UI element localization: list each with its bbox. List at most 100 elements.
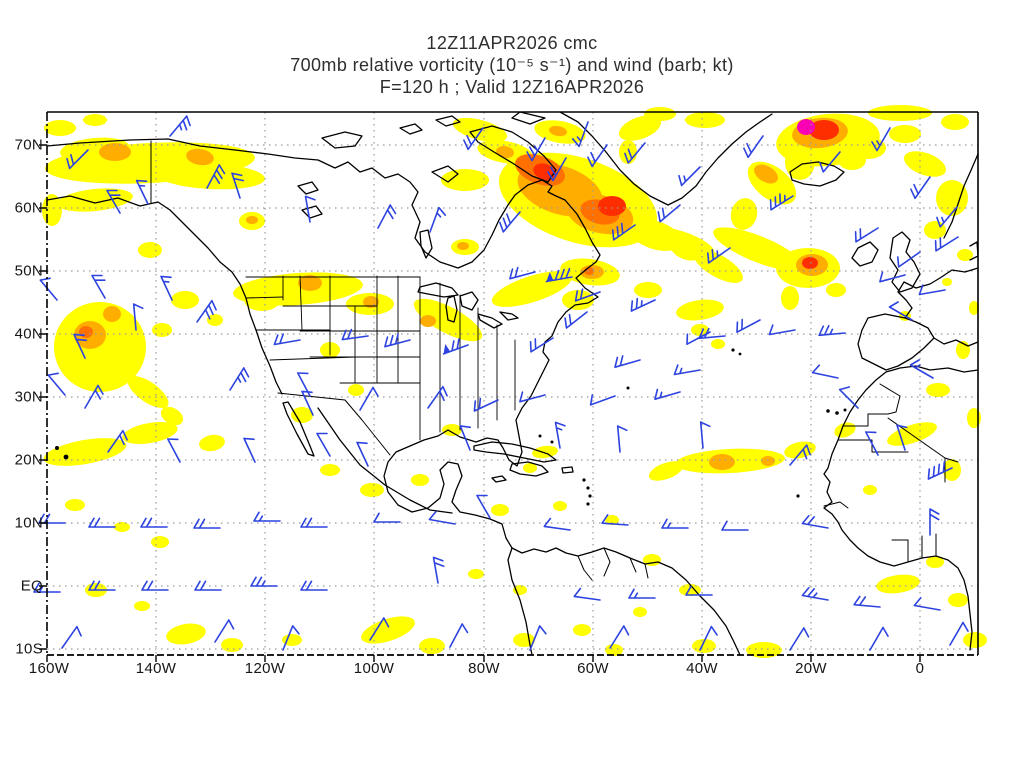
wind-barb bbox=[214, 619, 235, 643]
vorticity-blob bbox=[468, 569, 484, 579]
wind-barb bbox=[250, 576, 278, 587]
wind-barb bbox=[499, 211, 521, 233]
vorticity-blob bbox=[442, 424, 462, 436]
wind-barb bbox=[509, 266, 536, 280]
vorticity-blob bbox=[692, 639, 716, 653]
vorticity-blob bbox=[363, 296, 379, 308]
vorticity-blob bbox=[114, 522, 130, 532]
wind-barb bbox=[612, 222, 636, 241]
wind-barb bbox=[818, 324, 846, 337]
wind-barb bbox=[300, 580, 328, 591]
coast-british-isles bbox=[851, 231, 921, 293]
wind-barb bbox=[429, 206, 447, 233]
wind-barb bbox=[673, 364, 701, 376]
wind-barb bbox=[869, 626, 889, 651]
borders-africa bbox=[823, 383, 959, 563]
vorticity-blob bbox=[809, 120, 839, 140]
wind-barb bbox=[624, 142, 646, 164]
wind-barb bbox=[449, 623, 469, 648]
coast-europe bbox=[857, 267, 979, 371]
wind-barb bbox=[91, 274, 106, 299]
wind-barb bbox=[699, 421, 711, 449]
vorticity-blob bbox=[320, 464, 340, 476]
vorticity-blob bbox=[361, 616, 415, 644]
wind-barb bbox=[789, 444, 811, 466]
vorticity-blob bbox=[122, 422, 178, 444]
wind-barb bbox=[601, 514, 629, 526]
wind-barb bbox=[160, 275, 173, 301]
vorticity-blob bbox=[876, 574, 920, 594]
wind-barb bbox=[141, 580, 169, 591]
wind-barb bbox=[428, 511, 456, 525]
wind-barb bbox=[547, 157, 567, 182]
wind-barb bbox=[661, 518, 689, 529]
wind-barb bbox=[929, 508, 940, 536]
vorticity-blob bbox=[887, 422, 937, 446]
lon-tick-120w: 120W bbox=[244, 660, 286, 677]
vorticity-blob bbox=[967, 408, 981, 428]
wind-barbs-layer bbox=[33, 115, 969, 651]
vorticity-blob bbox=[889, 125, 921, 143]
vorticity-blob bbox=[802, 257, 818, 269]
arctic-islands bbox=[321, 111, 557, 183]
wind-barb bbox=[811, 364, 839, 379]
wind-barb bbox=[865, 431, 879, 456]
vorticity-blob bbox=[553, 501, 567, 511]
islands-caribbean bbox=[473, 441, 574, 483]
wind-barb bbox=[135, 179, 149, 205]
wind-barb bbox=[909, 359, 934, 379]
coast-pacific bbox=[46, 195, 283, 395]
lon-tick-100w: 100W bbox=[353, 660, 395, 677]
wind-barb bbox=[853, 595, 881, 608]
wind-barb bbox=[564, 311, 588, 329]
wind-barb bbox=[300, 517, 328, 528]
vorticity-blob bbox=[491, 504, 509, 516]
vorticity-blob bbox=[676, 299, 724, 321]
vorticity-blob bbox=[291, 407, 313, 423]
lat-tick-10s: 10S bbox=[15, 640, 43, 658]
vorticity-blob bbox=[746, 642, 782, 658]
vorticity-blob bbox=[730, 198, 758, 230]
wind-barb bbox=[304, 195, 316, 223]
vorticity-blob bbox=[186, 148, 214, 166]
vorticity-blob bbox=[969, 301, 979, 315]
border-us-mexico bbox=[277, 392, 391, 456]
vorticity-blob bbox=[44, 120, 76, 136]
vorticity-blob bbox=[598, 196, 626, 216]
vorticity-blob bbox=[926, 383, 950, 397]
lon-tick-60w: 60W bbox=[577, 660, 609, 677]
vorticity-blob bbox=[360, 483, 384, 497]
vorticity-blob bbox=[79, 326, 93, 338]
axis-ticks bbox=[39, 144, 921, 662]
wind-barb bbox=[587, 144, 608, 168]
wind-barb bbox=[801, 587, 829, 601]
vorticity-blob bbox=[523, 463, 537, 473]
wind-barb bbox=[554, 421, 566, 449]
coast-south-america-west bbox=[507, 547, 533, 656]
vorticity-blob bbox=[936, 180, 968, 216]
wind-barb bbox=[194, 580, 222, 591]
wind-barb bbox=[888, 301, 913, 321]
vorticity-blob bbox=[948, 593, 968, 607]
vorticity-blob bbox=[826, 283, 846, 297]
borders-us-states bbox=[245, 275, 516, 441]
wind-barb bbox=[167, 438, 181, 463]
wind-barb bbox=[39, 277, 58, 301]
wind-barb bbox=[88, 517, 116, 528]
wind-barb bbox=[61, 625, 82, 649]
vorticity-blob bbox=[43, 438, 127, 466]
lon-tick-160w: 160W bbox=[28, 660, 70, 677]
wind-barb bbox=[736, 318, 761, 333]
vorticity-blob bbox=[155, 162, 265, 190]
title-field: 700mb relative vorticity (10⁻⁵ s⁻¹) and … bbox=[290, 55, 734, 75]
vorticity-blob bbox=[648, 461, 684, 481]
wind-barb bbox=[88, 580, 116, 591]
lakes bbox=[297, 181, 519, 329]
wind-barb bbox=[768, 324, 796, 336]
small-islands bbox=[55, 348, 847, 506]
lon-tick-20w: 20W bbox=[795, 660, 827, 677]
vorticity-blob bbox=[457, 242, 469, 250]
wind-barb bbox=[871, 127, 891, 152]
vorticity-blob bbox=[903, 151, 947, 177]
wind-barb bbox=[654, 388, 681, 400]
